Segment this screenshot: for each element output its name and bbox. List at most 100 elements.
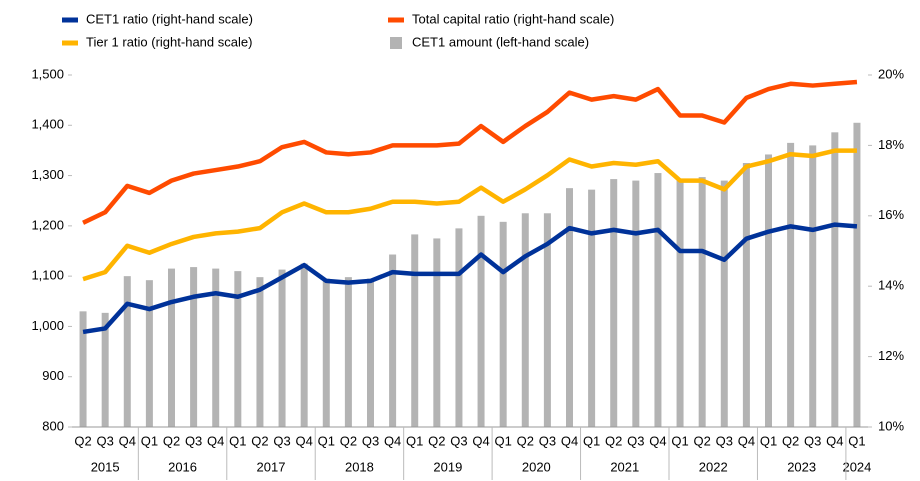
- bar: [344, 277, 352, 427]
- y2-tick-label: 18%: [878, 137, 904, 152]
- y-tick-label: 900: [42, 368, 64, 383]
- legend-label: Total capital ratio (right-hand scale): [412, 11, 614, 26]
- bar: [411, 234, 419, 427]
- bar: [300, 263, 308, 427]
- y-tick-label: 1,000: [31, 318, 64, 333]
- bar: [765, 154, 772, 428]
- bar: [809, 145, 817, 427]
- y-tick-label: 1,300: [31, 167, 64, 182]
- legend-label: Tier 1 ratio (right-hand scale): [86, 34, 252, 49]
- x-group-label: 2019: [433, 459, 462, 474]
- bar: [389, 254, 397, 427]
- x-tick-label: Q1: [671, 433, 688, 448]
- bar: [610, 179, 618, 427]
- bar: [477, 215, 485, 427]
- bar: [234, 271, 242, 427]
- x-tick-label: Q3: [362, 433, 379, 448]
- bar: [433, 238, 441, 427]
- line-series: [82, 222, 858, 335]
- y-tick-label: 1,400: [31, 117, 64, 132]
- x-tick-label: Q4: [295, 433, 312, 448]
- bar: [212, 268, 220, 427]
- y2-tick-label: 20%: [878, 66, 904, 81]
- legend-swatch: [390, 37, 402, 49]
- y2-tick-label: 16%: [878, 207, 904, 222]
- x-tick-label: Q4: [826, 433, 843, 448]
- bar: [676, 180, 684, 427]
- x-tick-label: Q2: [605, 433, 622, 448]
- x-tick-label: Q1: [141, 433, 158, 448]
- bar: [543, 213, 551, 427]
- x-tick-label: Q2: [517, 433, 534, 448]
- y-tick-label: 1,500: [31, 66, 64, 81]
- y2-tick-label: 12%: [878, 348, 904, 363]
- x-tick-label: Q1: [229, 433, 246, 448]
- x-group-label: 2023: [787, 459, 816, 474]
- x-tick-label: Q4: [472, 433, 489, 448]
- bar: [256, 277, 264, 427]
- line-series: [82, 148, 857, 282]
- legend-label: CET1 ratio (right-hand scale): [86, 11, 253, 26]
- x-tick-label: Q4: [738, 433, 755, 448]
- line-series: [82, 79, 858, 225]
- x-tick-label: Q2: [693, 433, 710, 448]
- bar: [499, 221, 507, 427]
- x-group-label: 2021: [610, 459, 639, 474]
- bar: [720, 180, 728, 427]
- bar: [101, 312, 109, 427]
- bar: [632, 180, 640, 427]
- x-tick-label: Q1: [848, 433, 865, 448]
- x-tick-label: Q3: [539, 433, 556, 448]
- y2-tick-label: 14%: [878, 278, 904, 293]
- x-tick-label: Q1: [760, 433, 777, 448]
- x-tick-label: Q2: [782, 433, 799, 448]
- bar: [853, 122, 861, 428]
- x-tick-label: Q1: [406, 433, 423, 448]
- x-tick-label: Q3: [450, 433, 467, 448]
- x-tick-label: Q3: [716, 433, 733, 448]
- bar: [742, 163, 750, 427]
- bar: [831, 132, 839, 427]
- x-tick-label: Q3: [185, 433, 202, 448]
- x-tick-label: Q4: [207, 433, 224, 448]
- bar: [566, 188, 573, 427]
- x-tick-label: Q2: [163, 433, 180, 448]
- x-tick-label: Q2: [74, 433, 91, 448]
- bar: [787, 142, 795, 427]
- x-tick-label: Q3: [96, 433, 113, 448]
- y2-tick-label: 10%: [878, 418, 904, 433]
- bar: [455, 228, 463, 427]
- x-tick-label: Q4: [384, 433, 401, 448]
- bar: [367, 278, 374, 427]
- x-tick-label: Q4: [119, 433, 136, 448]
- bar: [145, 280, 153, 427]
- legend-label: CET1 amount (left-hand scale): [412, 34, 589, 49]
- x-group-label: 2018: [345, 459, 374, 474]
- x-group-label: 2015: [91, 459, 120, 474]
- x-tick-label: Q4: [649, 433, 666, 448]
- bar: [123, 276, 131, 427]
- x-tick-label: Q2: [428, 433, 445, 448]
- x-group-label: 2020: [522, 459, 551, 474]
- x-tick-label: Q2: [340, 433, 357, 448]
- y-tick-label: 1,100: [31, 268, 64, 283]
- bar: [278, 269, 286, 427]
- bar: [322, 278, 330, 427]
- bar: [588, 189, 596, 427]
- bar: [79, 311, 87, 427]
- x-group-label: 2016: [168, 459, 197, 474]
- bar: [698, 177, 706, 427]
- x-tick-label: Q3: [627, 433, 644, 448]
- bar: [521, 213, 529, 427]
- x-tick-label: Q3: [273, 433, 290, 448]
- x-tick-label: Q1: [583, 433, 600, 448]
- x-tick-label: Q1: [494, 433, 511, 448]
- bar: [190, 267, 198, 427]
- x-tick-label: Q4: [561, 433, 578, 448]
- x-tick-label: Q3: [804, 433, 821, 448]
- x-tick-label: Q1: [318, 433, 335, 448]
- x-group-label: 2024: [842, 459, 871, 474]
- bar: [654, 173, 662, 427]
- bar: [168, 268, 175, 427]
